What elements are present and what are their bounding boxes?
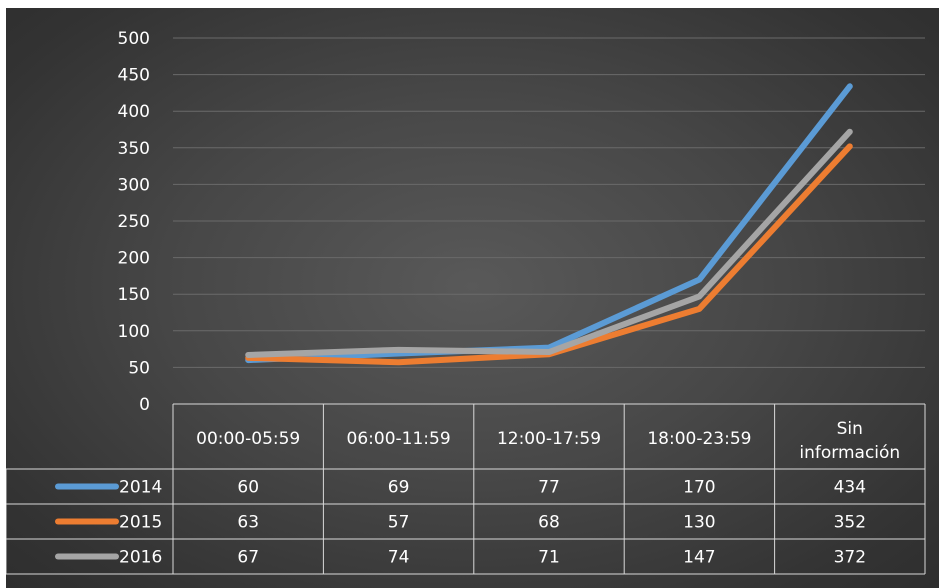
y-tick-label: 300 (118, 175, 150, 195)
series-line-2014 (245, 83, 853, 364)
y-tick-label: 400 (118, 102, 150, 122)
category-label: información (799, 443, 900, 463)
data-label: 69 (388, 478, 410, 498)
y-tick-label: 100 (118, 322, 150, 342)
y-tick-label: 150 (118, 285, 150, 305)
data-label: 352 (834, 513, 866, 533)
data-label: 147 (683, 548, 715, 568)
y-tick-label: 0 (139, 395, 150, 415)
data-label: 68 (538, 513, 560, 533)
data-label: 130 (683, 513, 715, 533)
y-tick-label: 250 (118, 212, 150, 232)
series-line-2015 (245, 143, 853, 366)
data-label: 63 (237, 513, 259, 533)
data-label: 77 (538, 478, 560, 498)
y-tick-label: 500 (118, 29, 150, 49)
category-label: 12:00-17:59 (497, 429, 601, 449)
data-label: 67 (237, 548, 259, 568)
data-label: 372 (834, 548, 866, 568)
y-tick-label: 50 (128, 358, 150, 378)
legend-label: 2016 (119, 548, 162, 568)
chart-area: 0 50 100 150 200 250 300 350 400 450 500 00:00-05:5… (6, 8, 939, 588)
data-label: 71 (538, 548, 560, 568)
y-tick-label: 200 (118, 249, 150, 269)
y-tick-label: 450 (118, 66, 150, 86)
data-label: 57 (388, 513, 410, 533)
category-label: 00:00-05:59 (196, 429, 300, 449)
y-tick-label: 350 (118, 139, 150, 159)
category-label: Sin (837, 419, 863, 439)
legend-label: 2015 (119, 513, 162, 533)
data-label: 74 (388, 548, 410, 568)
series-line-2016 (245, 128, 853, 358)
data-label: 434 (834, 478, 866, 498)
data-label: 170 (683, 478, 715, 498)
category-label: 06:00-11:59 (347, 429, 451, 449)
data-label: 60 (237, 478, 259, 498)
category-label: 18:00-23:59 (647, 429, 751, 449)
legend-label: 2014 (119, 478, 162, 498)
line-chart: 0 50 100 150 200 250 300 350 400 450 500 00:00-05:5… (6, 29, 926, 575)
